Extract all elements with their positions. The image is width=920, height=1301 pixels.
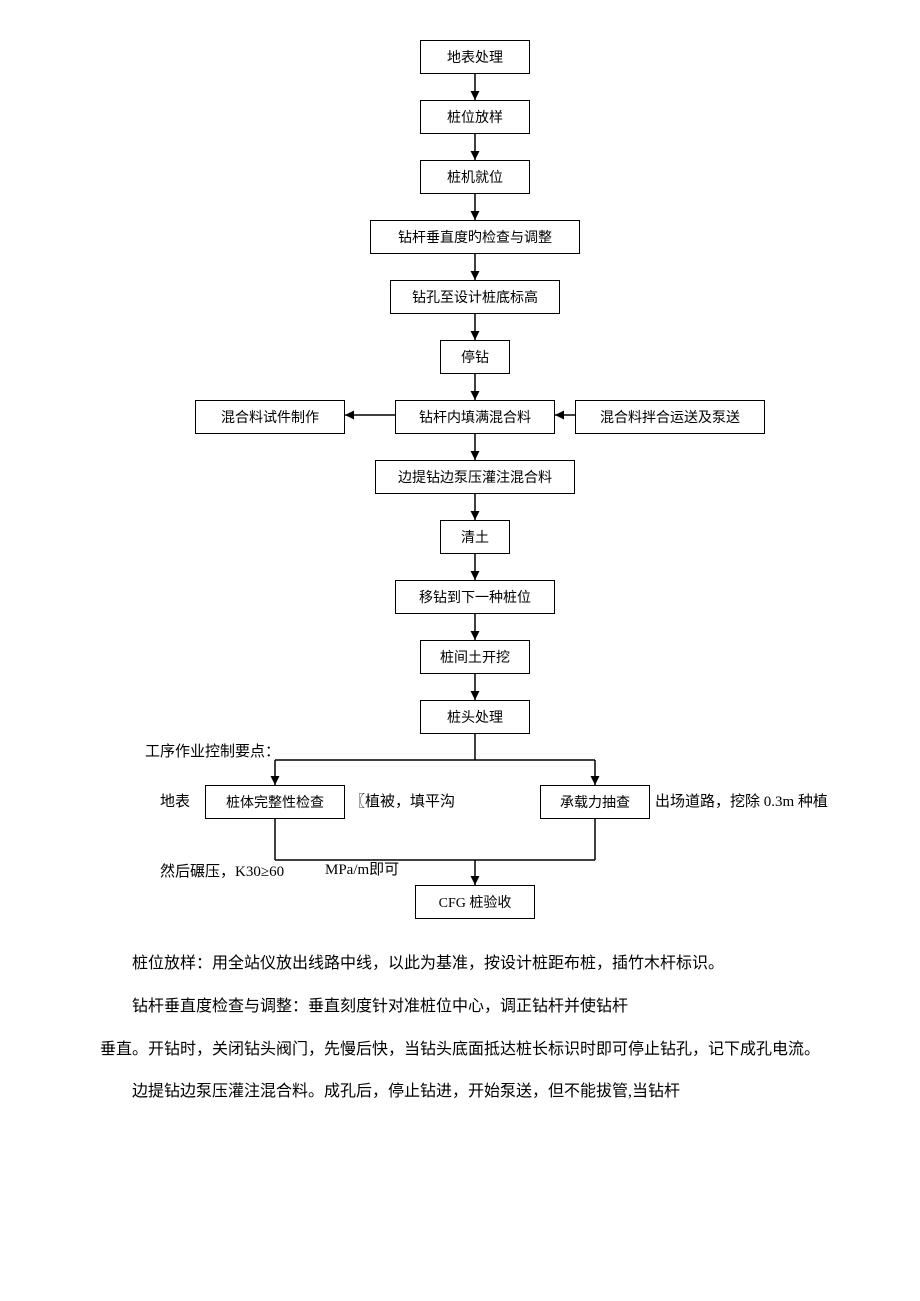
overlay-label-4: 然后碾压，K30≥60 bbox=[160, 860, 284, 881]
body-text: 桩位放样：用全站仪放出线路中线，以此为基准，按设计桩距布桩，插竹木杆标识。 钻杆… bbox=[100, 950, 860, 1107]
paragraph-1: 桩位放样：用全站仪放出线路中线，以此为基准，按设计桩距布桩，插竹木杆标识。 bbox=[100, 950, 860, 979]
flow-node-n13l: 桩体完整性检查 bbox=[205, 785, 345, 819]
flowchart-container: 地表处理桩位放样桩机就位钻杆垂直度旳检查与调整钻孔至设计桩底标高停钻混合料试件制… bbox=[130, 40, 830, 940]
flow-node-n12: 桩头处理 bbox=[420, 700, 530, 734]
flow-node-n7l: 混合料试件制作 bbox=[195, 400, 345, 434]
paragraph-2: 钻杆垂直度检查与调整：垂直刻度针对准桩位中心，调正钻杆并使钻杆 bbox=[100, 993, 860, 1022]
flow-node-n13r: 承载力抽查 bbox=[540, 785, 650, 819]
flow-node-n1: 地表处理 bbox=[420, 40, 530, 74]
overlay-label-3: 出场道路，挖除 0.3m 种植 bbox=[655, 790, 828, 811]
flow-node-n14: CFG 桩验收 bbox=[415, 885, 535, 919]
paragraph-3: 垂直。开钻时，关闭钻头阀门，先慢后快，当钻头底面抵达桩长标识时即可停止钻孔，记下… bbox=[100, 1036, 860, 1065]
flow-node-n9: 清土 bbox=[440, 520, 510, 554]
flow-node-n7r: 混合料拌合运送及泵送 bbox=[575, 400, 765, 434]
overlay-label-1: 地表 bbox=[160, 790, 190, 811]
overlay-label-5: MPa/m即可 bbox=[325, 858, 399, 879]
flow-node-n3: 桩机就位 bbox=[420, 160, 530, 194]
overlay-label-2: 〖植被，填平沟 bbox=[350, 790, 455, 811]
flow-node-n5: 钻孔至设计桩底标高 bbox=[390, 280, 560, 314]
flow-node-n8: 边提钻边泵压灌注混合料 bbox=[375, 460, 575, 494]
flow-node-n11: 桩间土开挖 bbox=[420, 640, 530, 674]
flow-node-n10: 移钻到下一种桩位 bbox=[395, 580, 555, 614]
flow-node-n7: 钻杆内填满混合料 bbox=[395, 400, 555, 434]
flow-node-n4: 钻杆垂直度旳检查与调整 bbox=[370, 220, 580, 254]
flow-node-n2: 桩位放样 bbox=[420, 100, 530, 134]
flow-node-n6: 停钻 bbox=[440, 340, 510, 374]
paragraph-4: 边提钻边泵压灌注混合料。成孔后，停止钻进，开始泵送，但不能拔管,当钻杆 bbox=[100, 1078, 860, 1107]
overlay-label-0: 工序作业控制要点： bbox=[145, 740, 280, 761]
